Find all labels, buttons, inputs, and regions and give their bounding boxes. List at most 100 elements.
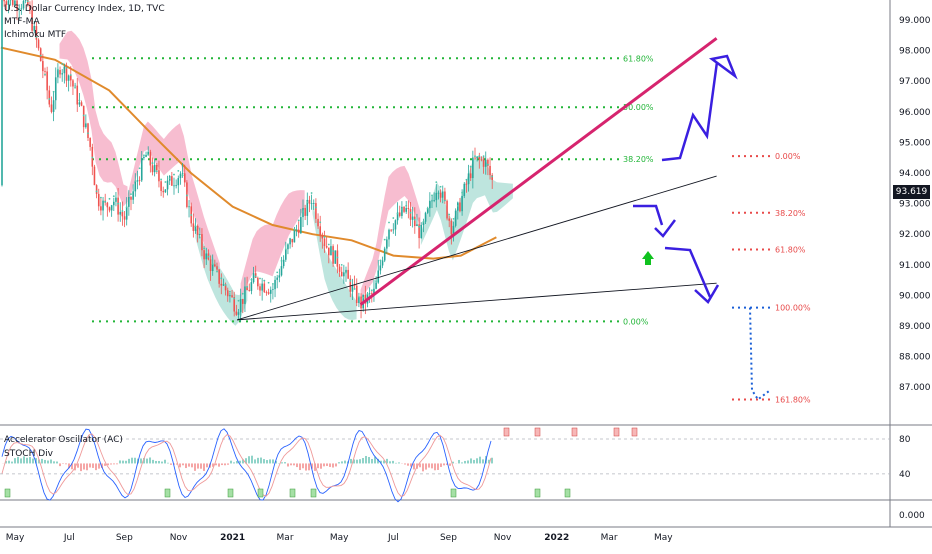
tenkan-dot: [375, 280, 377, 282]
ac-bar: [32, 459, 34, 464]
candle-body: [221, 284, 223, 286]
ac-bar: [164, 460, 166, 464]
candle-body: [466, 184, 468, 185]
time-tick-label: Mar: [601, 533, 618, 543]
candle-body: [436, 193, 438, 200]
tenkan-dot: [208, 256, 210, 258]
tenkan-dot: [315, 207, 317, 209]
time-tick-label: Sep: [440, 533, 457, 543]
bear-div-marker: [504, 428, 509, 436]
candle-body: [440, 193, 442, 198]
price-tick-label: 91.000: [899, 261, 931, 271]
tenkan-dot: [431, 194, 433, 196]
time-tick-label: Nov: [170, 533, 188, 543]
tenkan-dot: [354, 288, 356, 290]
ac-bar: [116, 463, 118, 464]
tenkan-dot: [74, 87, 76, 89]
osc-tick-label: 40: [899, 470, 911, 480]
candle-body: [388, 230, 390, 240]
bull-div-marker: [565, 489, 570, 497]
time-tick-label: 2022: [544, 533, 569, 543]
ac-bar: [149, 457, 151, 463]
candle-body: [61, 73, 63, 74]
ac-bar: [146, 459, 148, 464]
candle-body: [132, 191, 134, 199]
tenkan-dot: [272, 283, 274, 285]
legend-symbol[interactable]: U.S. Dollar Currency Index, 1D, TVC: [4, 4, 165, 14]
tenkan-dot: [298, 220, 300, 222]
price-tick-label: 90.000: [899, 291, 931, 301]
tenkan-dot: [44, 74, 46, 76]
candle-body: [463, 184, 465, 196]
candle-body: [201, 234, 203, 250]
candle-body: [257, 278, 259, 286]
candle-body: [72, 80, 74, 86]
candle-body: [251, 282, 253, 291]
candle-body: [289, 239, 291, 244]
candle-body: [137, 180, 139, 181]
ac-bar: [224, 463, 226, 465]
tenkan-dot: [306, 201, 308, 203]
projection-pullback-arrowhead: [655, 220, 675, 236]
candle-body: [324, 238, 326, 246]
ac-bar: [389, 461, 391, 463]
ac-bar: [323, 463, 325, 466]
candle-body: [42, 61, 44, 71]
tenkan-dot: [259, 278, 261, 280]
last-price-tag: 93.619: [893, 185, 930, 199]
tenkan-dot: [173, 174, 175, 176]
tenkan-dot: [392, 217, 394, 219]
candle-body: [162, 191, 164, 192]
candle-body: [302, 208, 304, 217]
ac-bar: [338, 462, 340, 463]
candle-body: [253, 273, 255, 282]
tenkan-dot: [48, 98, 50, 100]
candle-body: [272, 289, 274, 290]
legend-accelerator[interactable]: Accelerator Oscillator (AC): [4, 435, 123, 445]
bear-div-marker: [632, 428, 637, 436]
tenkan-dot: [109, 198, 111, 200]
ac-bar: [11, 462, 13, 464]
ac-bar: [368, 457, 370, 463]
candle-body: [420, 225, 422, 238]
candle-body: [322, 235, 324, 238]
tenkan-dot: [225, 284, 227, 286]
candle-body: [384, 249, 386, 261]
candle-body: [339, 267, 341, 272]
candle-body: [448, 218, 450, 220]
ac-bar: [422, 463, 424, 471]
candle-body: [390, 230, 392, 231]
ac-bar: [476, 458, 478, 463]
tenkan-dot: [216, 271, 218, 273]
tenkan-dot: [91, 157, 93, 159]
ac-bar: [107, 463, 109, 465]
ac-bar: [167, 463, 169, 464]
osc-tick-label: 80: [899, 435, 911, 445]
ac-bar: [203, 463, 205, 471]
candle-body: [317, 219, 319, 226]
time-tick-label: May: [330, 533, 349, 543]
tenkan-dot: [349, 280, 351, 282]
ac-bar: [182, 463, 184, 465]
ac-bar: [458, 460, 460, 463]
ac-bar: [464, 461, 466, 463]
tenkan-dot: [483, 155, 485, 157]
tenkan-dot: [328, 244, 330, 246]
ac-bar: [59, 463, 61, 466]
candle-body: [395, 220, 397, 229]
projection-pullback-path: [633, 206, 662, 225]
candle-body: [218, 270, 220, 284]
price-tick-label: 97.000: [899, 77, 931, 87]
candle-body: [119, 212, 121, 215]
price-tick-label: 99.000: [899, 16, 931, 26]
ma-200-line: [1, 48, 496, 259]
tenkan-dot: [470, 166, 472, 168]
candle-body: [483, 160, 485, 167]
legend-ichimoku[interactable]: Ichimoku MTF: [4, 30, 66, 40]
legend-mtf-ma[interactable]: MTF-MA: [4, 17, 40, 27]
legend-stoch-div[interactable]: STOCH Div: [4, 449, 53, 459]
ac-bar: [56, 462, 58, 464]
candle-body: [139, 180, 141, 181]
ac-bar: [356, 460, 358, 464]
tenkan-dot: [491, 176, 493, 178]
